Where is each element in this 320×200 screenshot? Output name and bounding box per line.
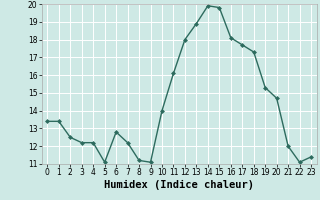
X-axis label: Humidex (Indice chaleur): Humidex (Indice chaleur) (104, 180, 254, 190)
